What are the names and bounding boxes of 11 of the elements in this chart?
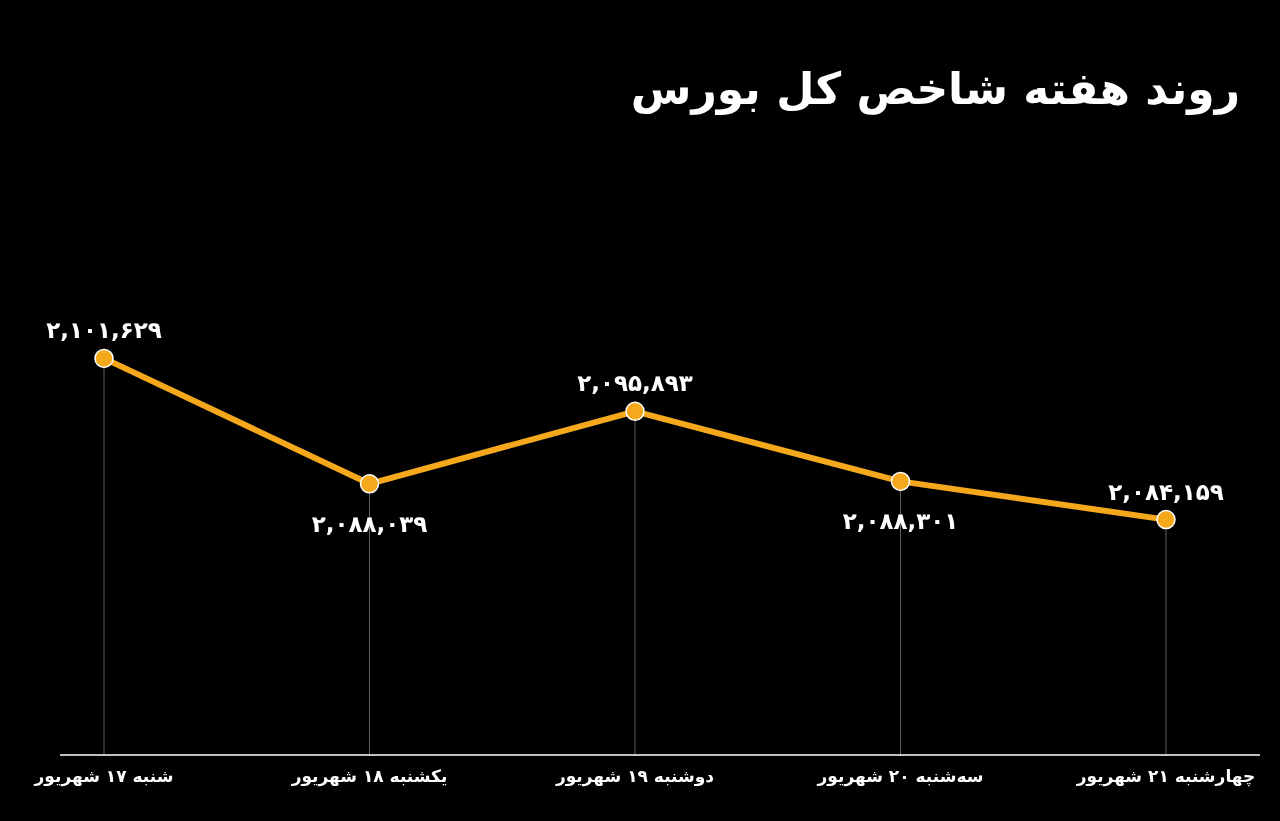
data-label: ۲,۰۸۴,۱۵۹	[1108, 478, 1224, 505]
x-tick-label: یکشنبه ۱۸ شهریور	[291, 766, 448, 786]
data-label: ۲,۰۹۵,۸۹۳	[577, 370, 693, 397]
x-tick-label: چهارشنبه ۲۱ شهریور	[1076, 766, 1256, 786]
x-tick-label: دوشنبه ۱۹ شهریور	[555, 766, 715, 786]
x-tick-label: شنبه ۱۷ شهریور	[34, 766, 174, 786]
data-label: ۲,۰۸۸,۳۰۱	[842, 508, 959, 535]
data-label: ۲,۰۸۸,۰۳۹	[311, 510, 428, 537]
title: روند هفته شاخص کل بورس	[630, 63, 1240, 114]
x-tick-label: سه‌شنبه ۲۰ شهریور	[817, 766, 984, 786]
data-label: ۲,۱۰۱,۶۲۹	[46, 317, 162, 344]
